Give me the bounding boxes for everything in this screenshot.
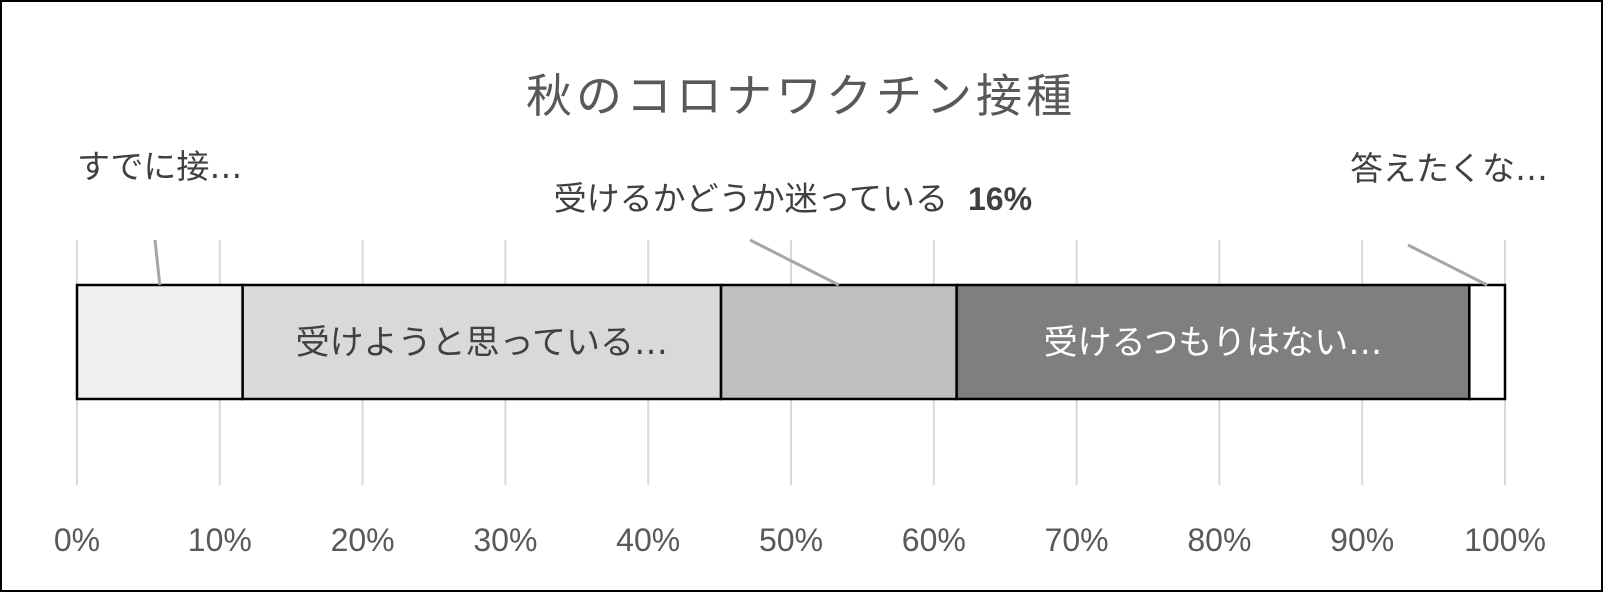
bar-segment [1468, 283, 1507, 401]
bar-segment [241, 283, 723, 401]
segment-percent-label: 16% [968, 181, 1032, 217]
leader-line [153, 239, 162, 286]
x-tick-label: 60% [902, 522, 966, 558]
bar-segment [955, 283, 1471, 401]
segment-label: 答えたくな… [1350, 149, 1548, 188]
leader-line [749, 238, 840, 287]
x-tick-label: 70% [1045, 522, 1109, 558]
x-tick-label: 0% [54, 522, 100, 558]
x-axis-ticks: 0% 10% 20% 30% 40% 50% 60% 70% 80% 90% 100% [54, 522, 1546, 558]
bar-segment [719, 283, 958, 401]
x-tick-label: 10% [188, 522, 252, 558]
x-tick-label: 90% [1330, 522, 1394, 558]
x-tick-label: 100% [1464, 522, 1546, 558]
bar-segment [75, 283, 244, 401]
x-tick-label: 30% [473, 522, 537, 558]
x-tick-label: 20% [331, 522, 395, 558]
segment-label: すでに接… [77, 147, 242, 186]
x-tick-label: 80% [1187, 522, 1251, 558]
segment-label: 受けるかどうか迷っている [554, 179, 948, 218]
chart-title: 秋のコロナワクチン接種 [526, 69, 1076, 123]
segment-labels: 受けようと思っている… 受けるつもりはない… すでに接… 受けるかどうか迷っている 16… [77, 147, 1548, 363]
segment-label: 受けようと思っている… [296, 323, 668, 363]
leader-line [1407, 243, 1488, 287]
bar-segments [75, 283, 1507, 401]
segment-label: 受けるつもりはない… [1044, 323, 1383, 363]
x-tick-label: 50% [759, 522, 823, 558]
x-tick-label: 40% [616, 522, 680, 558]
